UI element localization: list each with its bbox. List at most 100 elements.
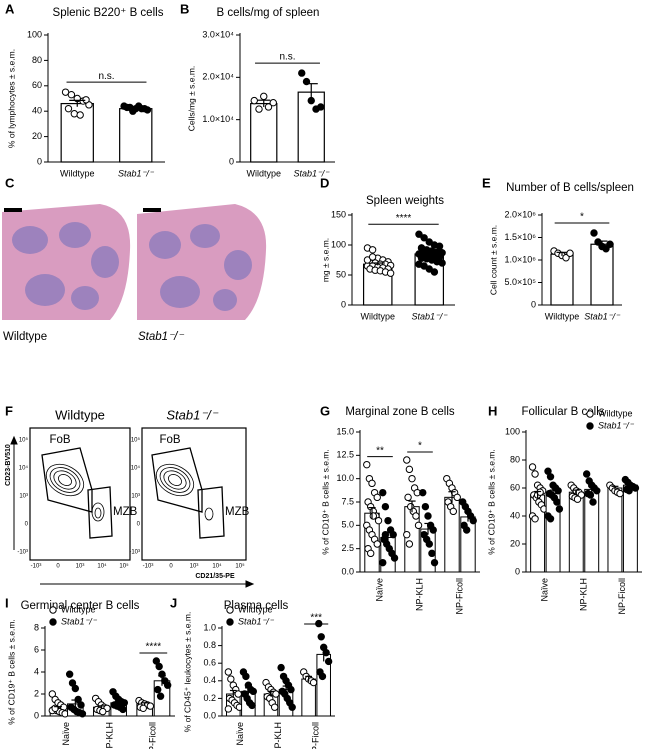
y-tick-label: 100 [27,29,42,39]
y-tick-label: 4 [34,666,39,676]
data-point [430,268,439,276]
significance-label: n.s. [279,52,295,63]
y-axis-label: % of lymphocytes ± s.e.m. [6,49,16,148]
flow-y-tick: -10³ [17,550,28,556]
data-point [309,678,318,687]
data-point [438,259,446,267]
y-tick-label: 2.0×10⁶ [505,209,537,219]
y-tick-label: 150 [331,209,346,219]
panel-letter: H [488,403,497,418]
y-tick-label: 0.8 [203,640,216,650]
y-tick-label: 40 [32,106,42,116]
x-tick-label: Wildtype [545,311,580,321]
bar [590,243,614,306]
data-point [78,710,87,718]
data-point [631,484,640,492]
flow-x-tick: -10³ [143,564,154,570]
data-point [384,516,392,525]
x-tick-label: Naïve [374,578,384,602]
data-point [469,516,477,525]
data-point [425,540,434,548]
data-point [363,460,371,469]
flow-ticks: -10³ -10³ 0 0 10³ 10³ 10⁴ 10⁴ 10⁵ 10⁵ -10³ -10³ 0 0 10… [17,437,245,570]
data-point [71,684,80,693]
y-tick-label: 100 [505,426,520,436]
x-tick-label: NP-KLH [104,722,114,749]
image-label: Wildtype [3,331,47,343]
y-axis-label: Cell count ± s.e.m. [488,225,498,295]
data-point [531,515,539,523]
flow-x-tick: 10⁴ [97,563,107,570]
data-point [590,229,598,237]
data-point [227,675,235,683]
y-tick-label: 2.0×10⁴ [202,72,234,82]
data-point [373,493,381,502]
flow-x-tick: 10³ [190,564,199,570]
data-point [403,456,411,464]
y-axis-label: % of CD19⁺ B cells ± s.e.m. [320,449,330,555]
data-point [389,530,397,539]
data-point [82,96,90,104]
flow-x-tick: 10⁵ [119,563,129,570]
data-point [390,554,399,562]
data-point [414,521,423,530]
data-point [554,487,562,495]
y-tick-label: 20 [32,131,42,141]
data-point [277,663,285,672]
histology-wildtype [2,204,132,322]
x-tick-label: Wildtype [60,168,95,178]
bar [622,484,638,573]
flow-y-tick: -10³ [129,550,140,556]
y-tick-label: 100 [331,239,346,249]
data-point [453,493,461,502]
flow-x-tick: 0 [169,564,173,570]
data-point [420,234,428,242]
legend-label: Wildtype [61,604,96,614]
data-point [428,549,436,558]
data-point [270,703,279,711]
flow-y-tick: 10⁵ [19,437,29,444]
legend-label: Stab1⁻/⁻ [61,616,98,626]
y-tick-label: 0.2 [203,693,216,703]
data-point [369,512,378,520]
panel-letter: B [180,1,189,16]
data-point [155,662,163,671]
data-point [528,463,537,471]
data-point [77,701,85,709]
chart-title: B cells/mg of spleen [217,7,320,19]
flow-x-tick: -10³ [31,564,42,570]
data-point [546,515,555,523]
data-point [430,558,439,567]
data-point [317,103,325,111]
data-point [373,540,381,548]
data-point [594,238,602,246]
y-tick-label: 5.0 [341,520,354,530]
data-point [260,92,268,101]
data-point [322,648,330,657]
y-tick-label: 0.0 [341,566,354,576]
x-tick-label: NP-Ficoll [148,722,158,749]
data-point [288,703,296,711]
significance-label: ** [376,445,384,456]
data-point [129,107,137,115]
flow-title: Stab1⁻/⁻ [166,407,218,422]
image-label: Stab1⁻/⁻ [138,331,184,343]
y-axis-label: mg ± s.e.m. [320,238,330,282]
data-point [424,512,432,520]
y-tick-label: 40 [510,510,520,520]
flow-y-tick: 0 [25,522,29,528]
data-point [546,473,555,481]
gate-label: FoB [159,434,180,446]
x-tick-label: Stab1⁻/⁻ [293,168,330,178]
panel-letter: F [5,403,13,418]
chart-title: Marginal zone B cells [345,406,455,418]
y-tick-label: 10.0 [336,473,354,483]
y-tick-label: 1.0×10⁴ [202,114,234,124]
y-tick-label: 15.0 [336,426,354,436]
flow-x-tick: 10³ [76,564,85,570]
y-tick-label: 60 [510,482,520,492]
data-point [582,470,591,478]
data-point [404,493,412,502]
data-point [99,707,107,716]
y-tick-label: 8 [34,622,39,632]
